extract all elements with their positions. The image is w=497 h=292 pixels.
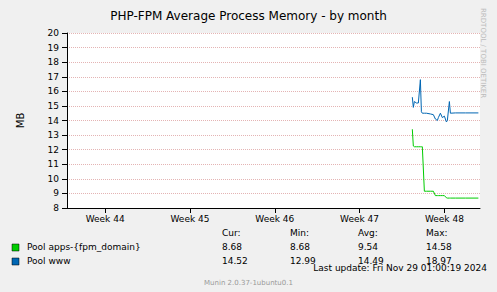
svg-text:18: 18 bbox=[48, 57, 60, 67]
svg-text:19: 19 bbox=[48, 43, 60, 53]
svg-text:20: 20 bbox=[48, 28, 60, 38]
svg-text:Max:: Max: bbox=[426, 228, 448, 238]
svg-text:12: 12 bbox=[48, 145, 59, 155]
svg-text:PHP-FPM Average Process Memory: PHP-FPM Average Process Memory - by mont… bbox=[110, 9, 387, 23]
svg-text:Cur:: Cur: bbox=[222, 228, 241, 238]
svg-text:14.49: 14.49 bbox=[358, 255, 384, 266]
svg-text:11: 11 bbox=[48, 159, 59, 169]
svg-text:13: 13 bbox=[48, 130, 59, 140]
svg-text:Week 48: Week 48 bbox=[425, 214, 464, 224]
svg-text:Week 47: Week 47 bbox=[340, 214, 379, 224]
svg-text:9.54: 9.54 bbox=[358, 242, 378, 252]
svg-text:9: 9 bbox=[53, 188, 59, 198]
svg-text:16: 16 bbox=[48, 86, 60, 96]
svg-text:Min:: Min: bbox=[290, 228, 309, 238]
svg-text:Avg:: Avg: bbox=[358, 228, 378, 238]
svg-text:14.58: 14.58 bbox=[426, 242, 452, 252]
svg-text:Munin 2.0.37-1ubuntu0.1: Munin 2.0.37-1ubuntu0.1 bbox=[204, 279, 293, 287]
svg-text:MB: MB bbox=[15, 113, 26, 129]
svg-text:Pool www: Pool www bbox=[27, 256, 71, 266]
svg-text:RRDTOOL / TOBI OETIKER: RRDTOOL / TOBI OETIKER bbox=[479, 8, 487, 98]
svg-text:Pool apps-{fpm_domain}: Pool apps-{fpm_domain} bbox=[27, 242, 141, 252]
svg-text:Week 46: Week 46 bbox=[255, 214, 294, 224]
svg-text:15: 15 bbox=[48, 101, 59, 111]
svg-text:17: 17 bbox=[48, 72, 59, 82]
svg-text:14.52: 14.52 bbox=[222, 256, 248, 266]
svg-text:8.68: 8.68 bbox=[222, 242, 242, 252]
svg-text:12.99: 12.99 bbox=[290, 256, 316, 266]
svg-text:Week 45: Week 45 bbox=[170, 214, 209, 224]
svg-text:10: 10 bbox=[48, 174, 60, 184]
svg-text:8.68: 8.68 bbox=[290, 242, 310, 252]
svg-text:8: 8 bbox=[53, 203, 59, 213]
svg-text:Week 44: Week 44 bbox=[86, 214, 125, 224]
svg-text:18.97: 18.97 bbox=[426, 255, 452, 266]
svg-text:Last update: Fri Nov 29 01:00:: Last update: Fri Nov 29 01:00:19 2024 bbox=[313, 263, 487, 273]
svg-text:14: 14 bbox=[48, 116, 60, 126]
